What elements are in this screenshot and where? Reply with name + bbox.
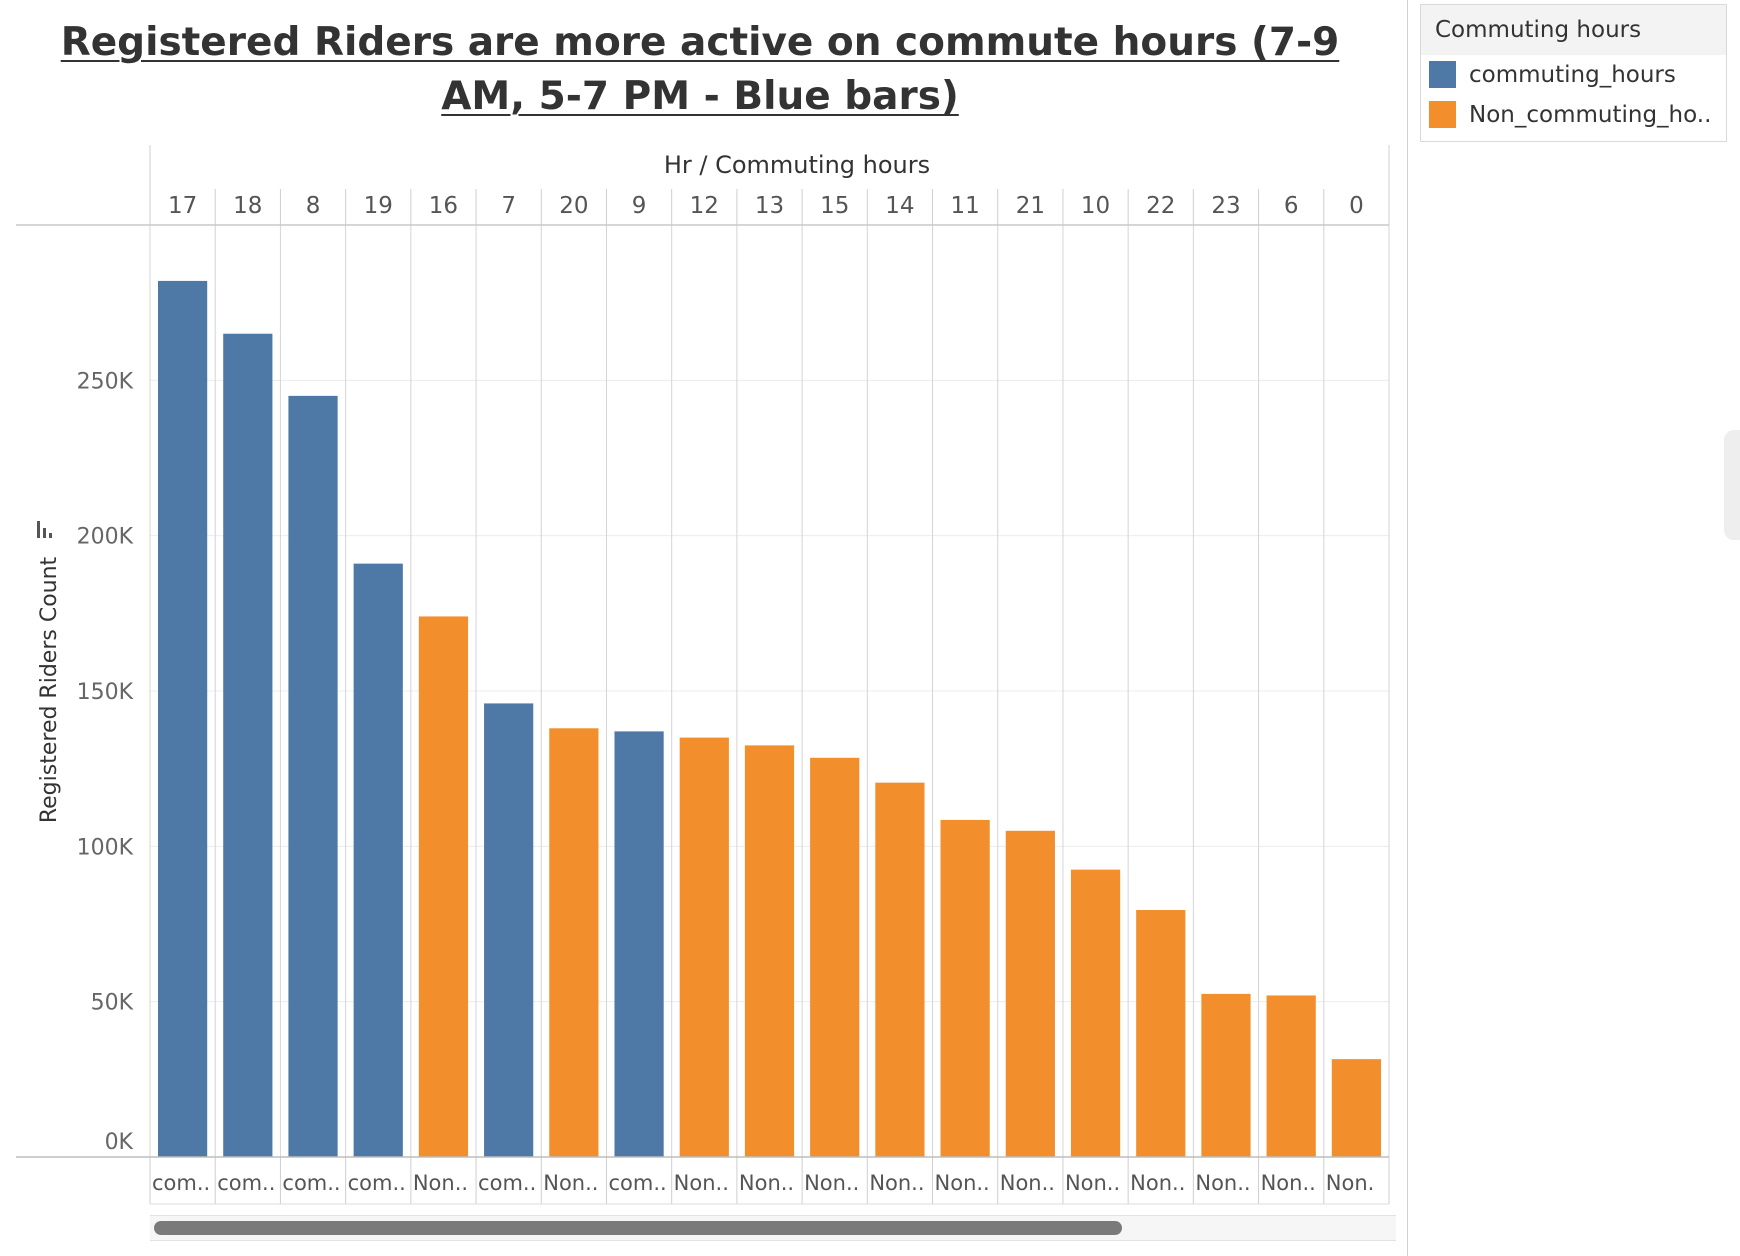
bar-hour-16[interactable]	[418, 616, 469, 1157]
side-panel-handle	[1724, 430, 1740, 540]
chart-title: Registered Riders are more active on com…	[60, 20, 1340, 119]
category-labels: com.. com.. com.. com.. Non.. com.. Non.. com..…	[152, 1171, 1374, 1195]
y-tick-label: 100K	[77, 835, 134, 860]
category-label: Non..	[869, 1171, 924, 1195]
y-tick-label: 250K	[77, 369, 134, 394]
category-label: Non..	[1065, 1171, 1120, 1195]
hour-label: 15	[820, 193, 849, 219]
legend-label: Non_commuting_ho..	[1469, 102, 1712, 128]
bars-group	[158, 280, 1381, 1157]
category-label: com..	[348, 1171, 406, 1195]
bar-hour-12[interactable]	[679, 737, 729, 1157]
hour-label: 22	[1146, 193, 1175, 219]
bar-chart: Hr / Commuting hours 17 18 8 19 16 7 20 9 12 13 15…	[16, 145, 1390, 1205]
y-axis: Registered Riders Count 0K 50K 100K 150K 200…	[37, 369, 134, 1155]
panel-divider	[1407, 0, 1408, 1256]
y-axis-sort-icon[interactable]	[37, 521, 52, 538]
bar-hour-11[interactable]	[940, 819, 990, 1157]
hour-label: 11	[950, 193, 979, 219]
column-dividers	[149, 189, 1390, 1204]
hour-label: 0	[1349, 193, 1364, 219]
hour-label: 14	[885, 193, 914, 219]
hour-label: 17	[168, 193, 197, 219]
hour-labels: 17 18 8 19 16 7 20 9 12 13 15 14 11 21 10 22 23 6 0	[168, 193, 1364, 219]
category-label: Non..	[1261, 1171, 1316, 1195]
hour-label: 23	[1211, 193, 1240, 219]
category-label: com..	[217, 1171, 275, 1195]
category-label: Non..	[543, 1171, 598, 1195]
bar-hour-6[interactable]	[1266, 995, 1316, 1157]
bar-hour-13[interactable]	[744, 745, 795, 1157]
hour-label: 8	[306, 193, 321, 219]
legend-swatch	[1429, 61, 1456, 88]
category-label: Non..	[1195, 1171, 1250, 1195]
category-label: Non..	[739, 1171, 794, 1195]
y-tick-label: 200K	[77, 525, 134, 550]
category-label: Non..	[1000, 1171, 1055, 1195]
bar-hour-7[interactable]	[484, 703, 534, 1157]
category-label: com..	[608, 1171, 666, 1195]
bar-hour-8[interactable]	[288, 395, 338, 1157]
hour-label: 18	[233, 193, 262, 219]
bar-hour-18[interactable]	[223, 333, 273, 1157]
bar-hour-20[interactable]	[549, 728, 599, 1157]
legend-title: Commuting hours	[1421, 5, 1726, 55]
bar-hour-23[interactable]	[1201, 993, 1251, 1157]
y-tick-label: 0K	[105, 1130, 134, 1155]
hour-label: 13	[755, 193, 784, 219]
legend-items: commuting_hours Non_commuting_ho..	[1421, 55, 1726, 135]
bar-hour-19[interactable]	[353, 563, 403, 1157]
bar-hour-17[interactable]	[158, 280, 208, 1157]
bar-hour-22[interactable]	[1136, 910, 1186, 1157]
category-label: Non..	[674, 1171, 729, 1195]
category-label: com..	[152, 1171, 210, 1195]
category-label: com..	[282, 1171, 340, 1195]
legend-label: commuting_hours	[1469, 62, 1676, 88]
hour-label: 10	[1081, 193, 1110, 219]
legend: Commuting hours commuting_hours Non_commu…	[1420, 4, 1727, 142]
bar-hour-21[interactable]	[1005, 830, 1055, 1157]
hour-label: 9	[632, 193, 647, 219]
category-label: Non..	[1130, 1171, 1185, 1195]
legend-item[interactable]: commuting_hours	[1421, 55, 1726, 95]
bar-hour-10[interactable]	[1070, 869, 1121, 1157]
bar-hour-14[interactable]	[875, 782, 925, 1157]
category-label: Non..	[413, 1171, 468, 1195]
y-tick-label: 50K	[91, 991, 134, 1016]
hour-header: Hr / Commuting hours	[664, 151, 930, 179]
hour-label: 12	[690, 193, 719, 219]
hour-label: 16	[429, 193, 458, 219]
hour-label: 7	[501, 193, 516, 219]
horizontal-scrollbar-thumb[interactable]	[154, 1221, 1122, 1235]
hour-label: 6	[1284, 193, 1299, 219]
category-label: Non..	[804, 1171, 859, 1195]
bar-hour-0[interactable]	[1331, 1059, 1381, 1157]
bar-hour-9[interactable]	[614, 731, 664, 1157]
bar-hour-15[interactable]	[810, 757, 860, 1157]
y-axis-title: Registered Riders Count	[37, 556, 62, 823]
category-label: com..	[478, 1171, 536, 1195]
category-label: Non.	[1326, 1171, 1375, 1195]
header-label: Hr / Commuting hours	[664, 151, 930, 179]
hour-label: 19	[364, 193, 393, 219]
hour-label: 21	[1016, 193, 1045, 219]
y-tick-label: 150K	[77, 680, 134, 705]
hour-label: 20	[559, 193, 588, 219]
legend-item[interactable]: Non_commuting_ho..	[1421, 95, 1726, 135]
horizontal-scroll-track[interactable]	[150, 1215, 1396, 1241]
category-label: Non..	[935, 1171, 990, 1195]
legend-swatch	[1429, 101, 1456, 128]
chart-frame	[16, 145, 1390, 1205]
